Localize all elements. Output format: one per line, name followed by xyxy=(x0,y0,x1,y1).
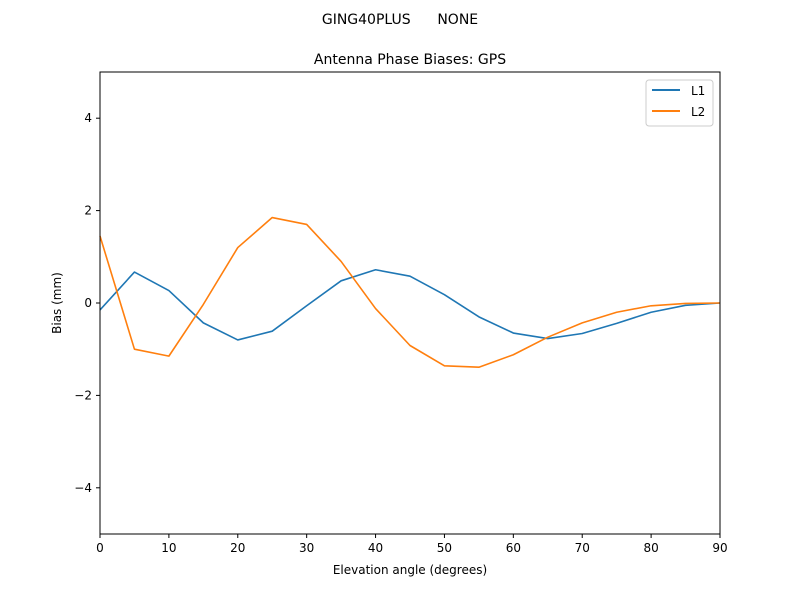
legend-l1-label: L1 xyxy=(691,84,705,98)
legend: L1 L2 xyxy=(645,79,714,127)
y-axis-label: Bias (mm) xyxy=(50,272,64,334)
series-line-l1 xyxy=(99,268,721,341)
x-tick-label: 0 xyxy=(96,541,104,555)
x-tick-label: 70 xyxy=(575,541,590,555)
x-tick-label: 10 xyxy=(161,541,176,555)
axes-frame xyxy=(99,71,721,535)
chart-suptitle: GING40PLUS NONE xyxy=(322,12,478,28)
series-line-l2 xyxy=(99,216,721,369)
axis-ticks: 0 10 20 30 40 50 60 70 80 90 −4 −2 0 2 4 xyxy=(74,111,727,555)
x-tick-label: 60 xyxy=(506,541,521,555)
y-tick-label: −2 xyxy=(74,388,92,402)
x-tick-label: 20 xyxy=(230,541,245,555)
y-tick-label: 2 xyxy=(84,204,92,218)
legend-box xyxy=(645,79,714,127)
y-tick-label: −4 xyxy=(74,481,92,495)
x-axis-label: Elevation angle (degrees) xyxy=(333,563,487,577)
x-tick-label: 80 xyxy=(643,541,658,555)
x-tick-label: 30 xyxy=(299,541,314,555)
chart-title: Antenna Phase Biases: GPS xyxy=(314,52,506,68)
x-tick-label: 50 xyxy=(437,541,452,555)
plot-area xyxy=(99,216,721,369)
x-tick-label: 40 xyxy=(368,541,383,555)
y-tick-label: 4 xyxy=(84,111,92,125)
y-tick-label: 0 xyxy=(84,296,92,310)
x-tick-label: 90 xyxy=(712,541,727,555)
legend-l2-label: L2 xyxy=(691,105,705,119)
